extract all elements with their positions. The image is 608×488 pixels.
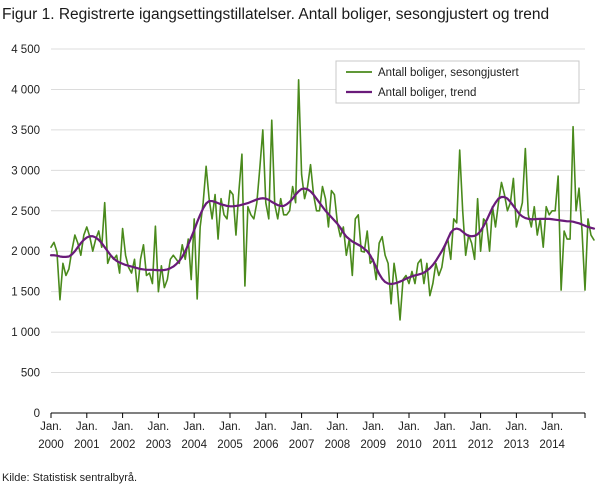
y-tick-label: 3 000: [11, 165, 40, 177]
x-tick-label: 2013: [504, 439, 530, 451]
x-tick-label: 2007: [289, 439, 315, 451]
x-tick-label: Jan.: [219, 421, 241, 433]
x-tick-label: 2004: [181, 439, 207, 451]
x-tick-label: 2002: [110, 439, 136, 451]
x-tick-label: Jan.: [291, 421, 313, 433]
series-line-sesongjustert: [50, 78, 595, 321]
chart-source: Kilde: Statistisk sentralbyrå.: [2, 472, 138, 484]
x-tick-label: Jan.: [148, 421, 170, 433]
axes: [50, 412, 586, 418]
x-tick-label: 2003: [146, 439, 172, 451]
x-tick-label: 2010: [396, 439, 422, 451]
line-chart: 0 500 1 000 1 500 2 000 2 500 3 000 3 500 4 000 4…: [11, 44, 596, 451]
y-tick-label: 3 500: [11, 125, 40, 137]
legend-box: [335, 60, 580, 104]
y-tick-label: 1 500: [11, 287, 40, 299]
x-tick-label: Jan.: [183, 421, 205, 433]
x-tick-label: 2005: [217, 439, 243, 451]
x-tick-label: 2008: [325, 439, 351, 451]
x-tick-label: Jan.: [76, 421, 98, 433]
y-tick-label: 0: [34, 408, 40, 420]
x-tick-label: 2011: [432, 439, 457, 451]
x-tick-label: Jan.: [470, 421, 492, 433]
y-tick-label: 2 500: [11, 206, 40, 218]
x-tick-label: Jan.: [434, 421, 456, 433]
x-axis-ticks: Jan. 2000 Jan. 2001 Jan. 2002 Jan. 2003 Jan. 2004…: [38, 421, 565, 451]
y-tick-label: 500: [21, 368, 40, 380]
x-tick-label: Jan.: [40, 421, 62, 433]
x-tick-label: Jan.: [506, 421, 528, 433]
x-tick-label: 2006: [253, 439, 279, 451]
chart-title: Figur 1. Registrerte igangsettingstillat…: [2, 6, 550, 23]
legend: Antall boliger, sesongjustert Antall boli…: [335, 60, 580, 104]
y-tick-label: 1 000: [11, 327, 40, 339]
series-line-trend: [49, 187, 596, 286]
x-tick-label: Jan.: [541, 421, 563, 433]
x-tick-label: Jan.: [398, 421, 420, 433]
y-tick-label: 4 000: [11, 84, 40, 96]
x-tick-label: 2000: [38, 439, 64, 451]
x-tick-label: 2014: [539, 439, 565, 451]
legend-label: Antall boliger, trend: [378, 87, 476, 99]
x-tick-label: Jan.: [255, 421, 277, 433]
legend-label: Antall boliger, sesongjustert: [378, 67, 519, 79]
x-tick-label: 2001: [74, 439, 100, 451]
y-tick-label: 4 500: [11, 44, 40, 56]
x-tick-label: Jan.: [112, 421, 134, 433]
x-tick-label: 2009: [360, 439, 386, 451]
series-lines: [49, 78, 596, 321]
x-tick-label: Jan.: [327, 421, 349, 433]
y-axis-ticks: 0 500 1 000 1 500 2 000 2 500 3 000 3 500 4 000 4…: [11, 44, 40, 420]
x-tick-label: 2012: [468, 439, 494, 451]
x-tick-label: Jan.: [362, 421, 384, 433]
y-tick-label: 2 000: [11, 246, 40, 258]
